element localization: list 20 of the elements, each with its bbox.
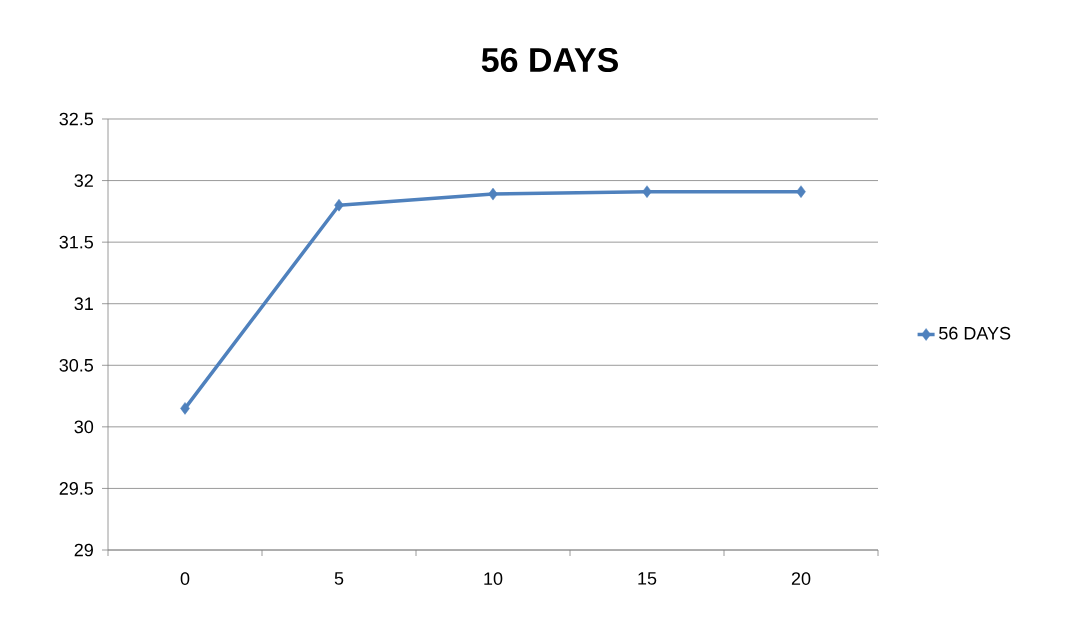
x-tick-label: 15 (638, 572, 657, 585)
point (180, 402, 190, 415)
point (642, 185, 652, 198)
x-tick-label: 10 (484, 572, 503, 585)
y-tick-label: 31.5 (59, 235, 94, 249)
y-tick-label: 31 (74, 297, 93, 311)
y-tick-label: 32 (74, 174, 93, 187)
y-tick-label: 30 (74, 420, 94, 434)
y-tick-label: 30.5 (59, 358, 94, 372)
y-tick-label: 32.5 (59, 112, 94, 126)
chart-title: 56 DAYS (481, 47, 618, 73)
x-tick-label: 0 (180, 572, 190, 585)
point (796, 185, 806, 198)
x-tick-label: 5 (334, 572, 344, 585)
point (334, 198, 344, 212)
x-tick-label: 20 (791, 572, 811, 585)
y-tick-label: 29.5 (59, 482, 94, 495)
y-tick-label: 29 (74, 543, 93, 557)
point (488, 187, 498, 201)
legend-label: 56 DAYS (939, 326, 1011, 340)
